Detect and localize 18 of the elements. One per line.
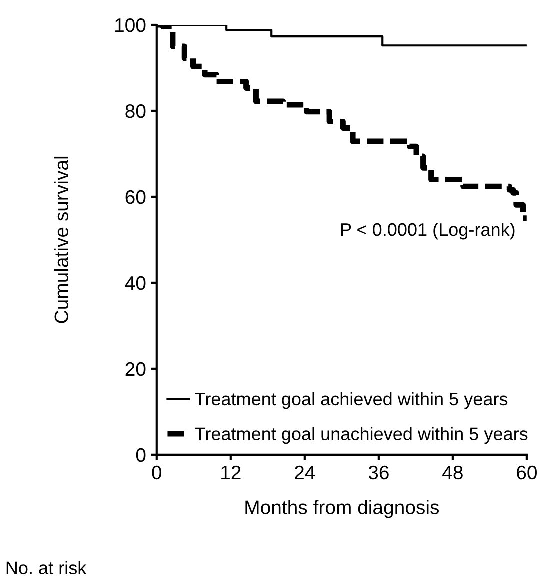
y-tick-label: 100	[116, 18, 146, 32]
legend-label: Treatment goal achieved within 5 years	[195, 392, 508, 410]
x-tick-label: 48	[442, 466, 463, 480]
y-tick-label: 0	[136, 448, 146, 462]
y-tick-label: 20	[126, 362, 146, 376]
x-axis-title: Months from diagnosis	[246, 500, 440, 518]
y-tick-label: 60	[126, 190, 146, 204]
annotation: P < 0.0001 (Log-rank)	[341, 222, 515, 240]
y-tick-label: 40	[125, 276, 146, 290]
text: No. at risk	[6, 561, 87, 575]
x-tick-label: 36	[368, 466, 389, 480]
x-tick-label: 60	[517, 466, 537, 480]
legend-label: Treatment goal unachieved within 5 years	[195, 427, 528, 444]
x-tick-label: 24	[295, 466, 316, 480]
x-tick-label: 12	[222, 466, 241, 480]
x-tick-label: 0	[152, 466, 162, 480]
y-tick-label: 80	[126, 104, 146, 118]
y-axis-title: Cumulative survival	[54, 156, 69, 324]
